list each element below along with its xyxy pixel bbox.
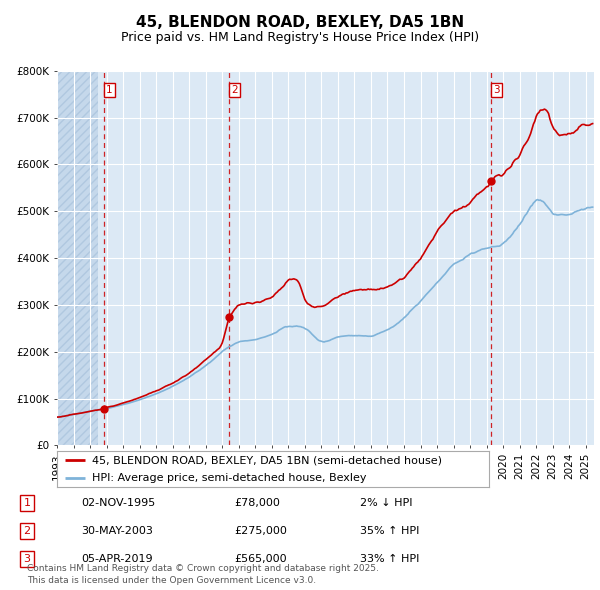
Bar	[57, 71, 98, 445]
Text: 2: 2	[23, 526, 31, 536]
Text: HPI: Average price, semi-detached house, Bexley: HPI: Average price, semi-detached house,…	[92, 473, 366, 483]
Text: £78,000: £78,000	[234, 498, 280, 507]
Text: 30-MAY-2003: 30-MAY-2003	[81, 526, 153, 536]
Text: 2: 2	[232, 85, 238, 95]
Text: 1: 1	[106, 85, 113, 95]
Text: 2% ↓ HPI: 2% ↓ HPI	[360, 498, 413, 507]
Text: 35% ↑ HPI: 35% ↑ HPI	[360, 526, 419, 536]
Text: 45, BLENDON ROAD, BEXLEY, DA5 1BN: 45, BLENDON ROAD, BEXLEY, DA5 1BN	[136, 15, 464, 30]
Text: £565,000: £565,000	[234, 554, 287, 563]
Text: 1: 1	[23, 498, 31, 507]
Text: 05-APR-2019: 05-APR-2019	[81, 554, 152, 563]
Text: 3: 3	[23, 554, 31, 563]
Text: 3: 3	[493, 85, 500, 95]
Text: £275,000: £275,000	[234, 526, 287, 536]
Text: Price paid vs. HM Land Registry's House Price Index (HPI): Price paid vs. HM Land Registry's House …	[121, 31, 479, 44]
Text: 33% ↑ HPI: 33% ↑ HPI	[360, 554, 419, 563]
Text: 02-NOV-1995: 02-NOV-1995	[81, 498, 155, 507]
Text: Contains HM Land Registry data © Crown copyright and database right 2025.
This d: Contains HM Land Registry data © Crown c…	[27, 564, 379, 585]
Text: 45, BLENDON ROAD, BEXLEY, DA5 1BN (semi-detached house): 45, BLENDON ROAD, BEXLEY, DA5 1BN (semi-…	[92, 455, 442, 465]
